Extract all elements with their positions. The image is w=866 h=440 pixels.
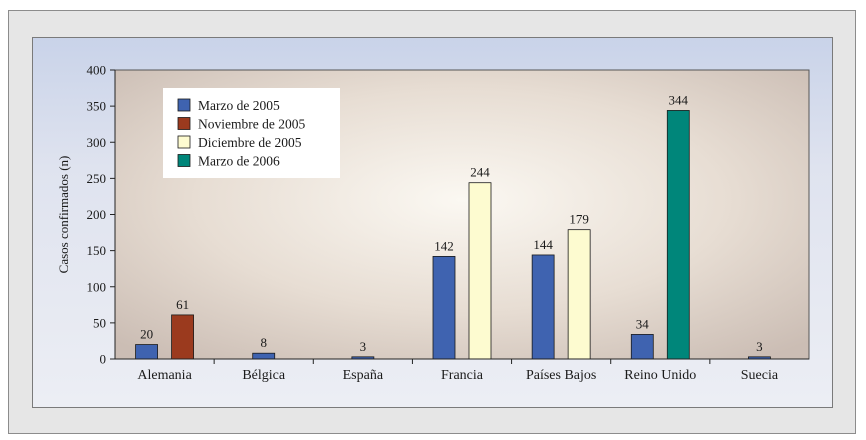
- bar: [630, 334, 654, 360]
- y-tick-label: 200: [87, 207, 107, 222]
- x-category-label: Francia: [441, 368, 484, 383]
- bar: [432, 256, 456, 360]
- bar: [666, 110, 690, 360]
- bar-value-label: 3: [756, 339, 763, 354]
- y-axis-title: Casos confirmados (n): [56, 156, 71, 274]
- legend-swatch: [177, 154, 191, 167]
- bar: [135, 344, 158, 360]
- x-category-label: Suecia: [741, 368, 779, 383]
- y-tick-label: 150: [87, 243, 107, 258]
- x-category-label: Países Bajos: [526, 368, 596, 383]
- bar-value-label: 244: [470, 165, 490, 180]
- y-tick-label: 300: [87, 135, 107, 150]
- legend-box: [163, 88, 340, 178]
- bar-value-label: 20: [140, 327, 153, 342]
- legend-swatch: [177, 98, 191, 112]
- bar: [468, 182, 492, 360]
- legend-swatch: [177, 135, 191, 149]
- y-tick-label: 0: [100, 352, 107, 367]
- bar-value-label: 142: [434, 238, 454, 253]
- bar-value-label: 344: [669, 92, 689, 107]
- bar-value-label: 3: [360, 339, 367, 354]
- bar-value-label: 61: [176, 297, 189, 312]
- y-tick-label: 250: [87, 171, 107, 186]
- x-category-label: Bélgica: [242, 368, 286, 383]
- x-category-label: España: [343, 368, 384, 383]
- legend-label: Marzo de 2006: [198, 154, 280, 169]
- bar-value-label: 34: [636, 316, 650, 331]
- bar-value-label: 8: [260, 335, 267, 350]
- legend-label: Noviembre de 2005: [198, 117, 305, 132]
- x-category-label: Alemania: [137, 368, 192, 383]
- y-tick-label: 350: [87, 99, 107, 114]
- bar-value-label: 144: [533, 237, 553, 252]
- bar: [531, 254, 555, 360]
- legend-label: Diciembre de 2005: [198, 135, 302, 150]
- y-tick-label: 100: [87, 279, 107, 294]
- x-category-label: Reino Unido: [624, 368, 696, 383]
- legend-label: Marzo de 2005: [198, 98, 280, 113]
- bar: [567, 229, 591, 360]
- bar-value-label: 179: [569, 212, 589, 227]
- bar: [252, 352, 276, 360]
- legend-swatch: [177, 117, 191, 130]
- y-tick-label: 50: [93, 315, 106, 330]
- y-tick-label: 400: [87, 63, 107, 78]
- bar: [171, 314, 194, 360]
